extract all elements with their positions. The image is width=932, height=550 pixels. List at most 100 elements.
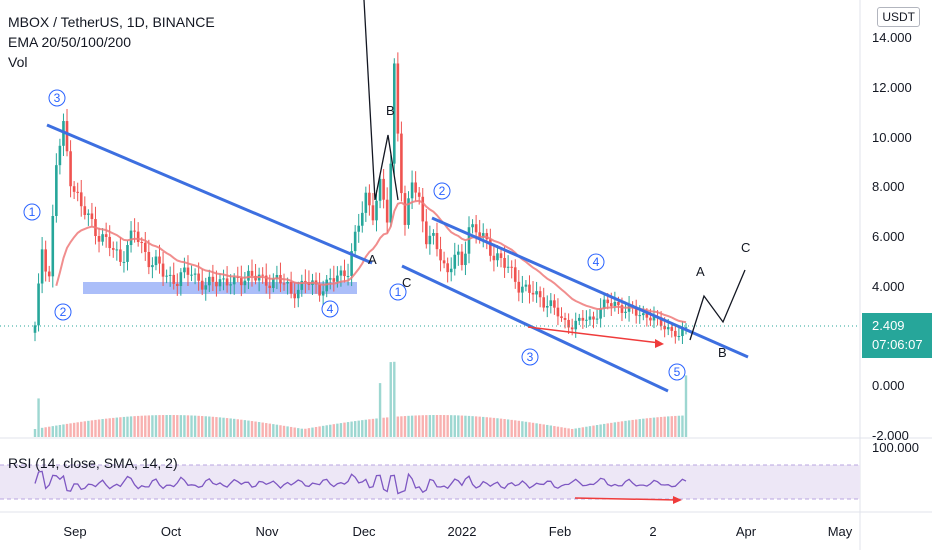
candle-body <box>457 251 460 255</box>
candle-body <box>111 248 115 250</box>
candle-body <box>371 205 375 221</box>
candle-body <box>247 270 250 281</box>
volume-bar <box>560 427 563 437</box>
volume-bar <box>638 419 641 437</box>
volume-bar <box>450 415 453 437</box>
volume-bar <box>186 415 190 437</box>
candle-body <box>275 275 279 279</box>
candle-body <box>304 280 307 283</box>
volume-bar <box>325 425 328 437</box>
candle-body <box>350 251 353 276</box>
candle-body <box>204 285 208 290</box>
volume-bar <box>183 415 186 437</box>
time-tick: Sep <box>63 524 86 539</box>
symbol-title[interactable]: MBOX / TetherUS, 1D, BINANCE <box>8 14 215 30</box>
candle-body <box>385 199 389 223</box>
candle-body <box>670 327 674 331</box>
candle-body <box>243 280 247 286</box>
volume-bar <box>329 424 332 437</box>
candle-body <box>649 317 652 321</box>
volume-bar <box>69 423 72 437</box>
candle-body <box>410 182 414 199</box>
price-axis: 14.000 12.000 10.000 8.000 6.000 4.000 0… <box>872 30 919 455</box>
candle-body <box>353 231 357 252</box>
time-tick: 2022 <box>448 524 477 539</box>
rsi-indicator-label[interactable]: RSI (14, close, SMA, 14, 2) <box>8 455 178 471</box>
candle-body <box>681 328 684 337</box>
candle-body <box>318 284 321 296</box>
volume-bar <box>592 425 595 437</box>
volume-bar <box>65 423 69 437</box>
letter-label: C <box>402 275 411 290</box>
volume-bar <box>136 415 140 437</box>
volume-bar <box>104 418 108 437</box>
volume-bar <box>425 415 428 437</box>
time-axis: Sep Oct Nov Dec 2022 Feb 2 Apr May <box>63 524 852 539</box>
candle-body <box>581 317 585 321</box>
wave-label: 2 <box>60 305 67 319</box>
candle-body <box>403 193 407 225</box>
candle-body <box>40 249 44 284</box>
volume-bar <box>243 420 247 437</box>
candlestick-series <box>33 52 688 345</box>
volume-bar <box>588 426 592 437</box>
candle-body <box>642 313 645 316</box>
volume-bar <box>318 426 321 437</box>
candle-body <box>609 303 613 307</box>
rsi-line <box>34 470 687 495</box>
volume-bar <box>417 415 421 437</box>
ema-indicator-label[interactable]: EMA 20/50/100/200 <box>8 34 131 50</box>
volume-bar <box>353 421 357 437</box>
volume-bar <box>289 426 293 437</box>
volume-bar <box>389 362 392 437</box>
volume-bar <box>272 424 275 437</box>
candle-body <box>478 232 481 238</box>
candle-body <box>425 221 428 245</box>
candle-body <box>108 236 112 249</box>
currency-button[interactable]: USDT <box>877 7 920 27</box>
volume-bar <box>346 422 350 437</box>
volume-bar <box>514 420 517 437</box>
candle-body <box>517 281 521 293</box>
volume-bar <box>236 419 239 437</box>
volume-bar <box>144 415 147 437</box>
candle-body <box>446 263 449 273</box>
candle-body <box>545 306 549 308</box>
candle-body <box>513 267 517 282</box>
candle-body <box>602 299 606 309</box>
candle-body <box>666 327 670 330</box>
volume-bar <box>617 421 620 437</box>
rsi-band <box>0 465 860 499</box>
volume-bar <box>339 423 343 437</box>
volume-bar <box>115 417 119 437</box>
candle-body <box>336 275 339 282</box>
candle-body <box>417 192 421 197</box>
volume-bar <box>542 424 545 437</box>
volume-bar <box>343 422 346 437</box>
candle-body <box>300 280 304 290</box>
candle-body <box>538 291 542 298</box>
candle-body <box>442 260 446 264</box>
volume-bar <box>610 422 613 437</box>
trendline-upper-early <box>46 123 373 265</box>
candle-body <box>560 316 563 319</box>
volume-bar <box>279 425 282 437</box>
volume-bar <box>151 415 154 437</box>
volume-bar <box>129 416 133 437</box>
volume-indicator-label[interactable]: Vol <box>8 54 28 70</box>
volume-bar <box>229 418 232 437</box>
volume-bar <box>553 426 556 437</box>
volume-bar <box>172 415 175 437</box>
volume-bar <box>108 418 111 437</box>
candle-body <box>492 255 496 261</box>
volume-bar <box>382 417 385 437</box>
chart-legend: MBOX / TetherUS, 1D, BINANCE EMA 20/50/1… <box>8 12 215 72</box>
volume-bar <box>457 415 460 437</box>
wave-label: 2 <box>439 184 446 198</box>
volume-bar <box>499 418 503 437</box>
candle-body <box>190 274 193 276</box>
candle-body <box>599 308 602 319</box>
candle-body <box>428 235 432 245</box>
candle-body <box>76 191 79 193</box>
